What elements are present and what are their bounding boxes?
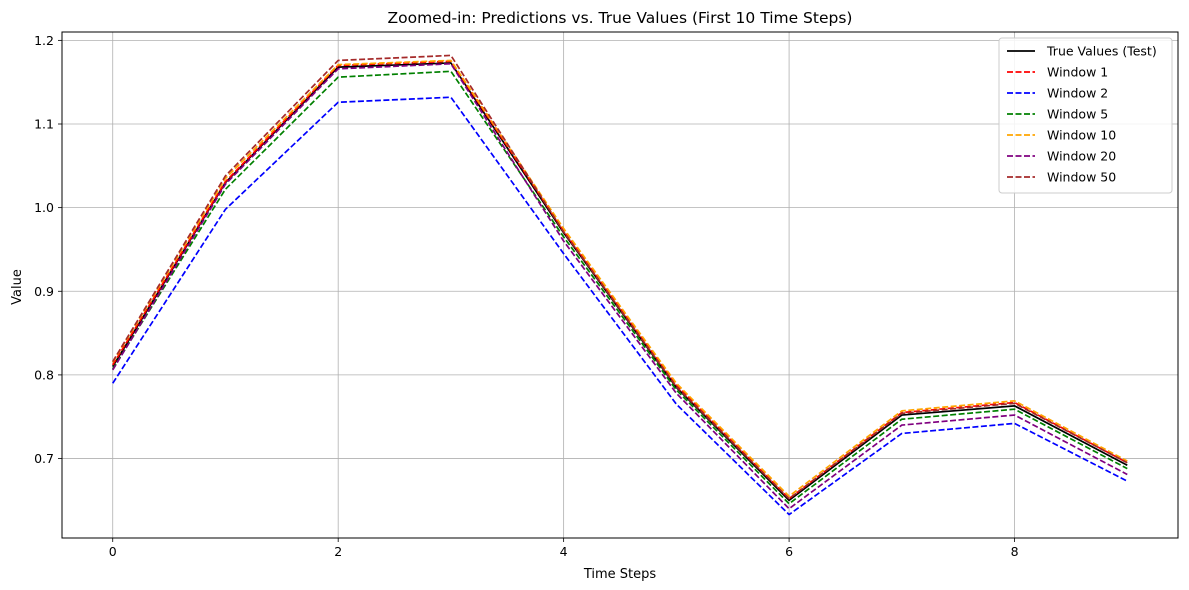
chart-title: Zoomed-in: Predictions vs. True Values (… bbox=[388, 9, 853, 27]
x-tick-label: 4 bbox=[560, 544, 568, 559]
series-line-window-50 bbox=[112, 54, 1128, 500]
legend-item: Window 20 bbox=[1007, 149, 1116, 164]
grid-layer bbox=[62, 32, 1178, 538]
legend-label: Window 2 bbox=[1047, 86, 1108, 101]
legend-label: Window 50 bbox=[1047, 170, 1116, 185]
legend-label: Window 10 bbox=[1047, 128, 1116, 143]
series-line-window-1 bbox=[112, 60, 1128, 500]
legend-label: Window 1 bbox=[1047, 65, 1108, 80]
x-tick-label: 2 bbox=[334, 544, 342, 559]
x-axis-label: Time Steps bbox=[583, 567, 657, 582]
legend-item: Window 5 bbox=[1007, 107, 1108, 122]
y-tick-label: 1.1 bbox=[34, 117, 54, 132]
legend: True Values (Test) Window 1 Window 2 Window… bbox=[998, 37, 1173, 194]
x-tick-label: 0 bbox=[109, 544, 117, 559]
plot-frame bbox=[61, 31, 1179, 539]
legend-box bbox=[998, 37, 1173, 194]
series-line-window-10 bbox=[112, 59, 1128, 498]
x-tick-label: 8 bbox=[1011, 544, 1019, 559]
legend-label: Window 20 bbox=[1047, 149, 1116, 164]
legend-item: Window 10 bbox=[1007, 128, 1116, 143]
y-axis-label: Value bbox=[10, 269, 25, 305]
y-tick-label: 0.8 bbox=[34, 367, 54, 382]
series-line-true-values-test bbox=[112, 62, 1128, 502]
series-layer bbox=[112, 54, 1128, 516]
series-line-window-20 bbox=[112, 62, 1128, 510]
series-line-window-5 bbox=[112, 70, 1128, 505]
legend-item: Window 50 bbox=[1007, 170, 1116, 185]
y-tick-label: 1.0 bbox=[34, 200, 54, 215]
legend-item: Window 1 bbox=[1007, 65, 1108, 80]
y-tick-label: 0.7 bbox=[34, 451, 54, 466]
legend-item: True Values (Test) bbox=[1007, 44, 1157, 59]
series-line-window-2 bbox=[112, 96, 1128, 516]
y-tick-label: 0.9 bbox=[34, 284, 54, 299]
y-tick-label: 1.2 bbox=[34, 33, 54, 48]
tick-layer: 0 2 4 6 8 0.7 0.8 0.9 1.0 1.1 1.2 bbox=[34, 33, 1018, 559]
legend-label: True Values (Test) bbox=[1046, 44, 1157, 59]
legend-item: Window 2 bbox=[1007, 86, 1108, 101]
x-tick-label: 6 bbox=[785, 544, 793, 559]
legend-label: Window 5 bbox=[1047, 107, 1108, 122]
